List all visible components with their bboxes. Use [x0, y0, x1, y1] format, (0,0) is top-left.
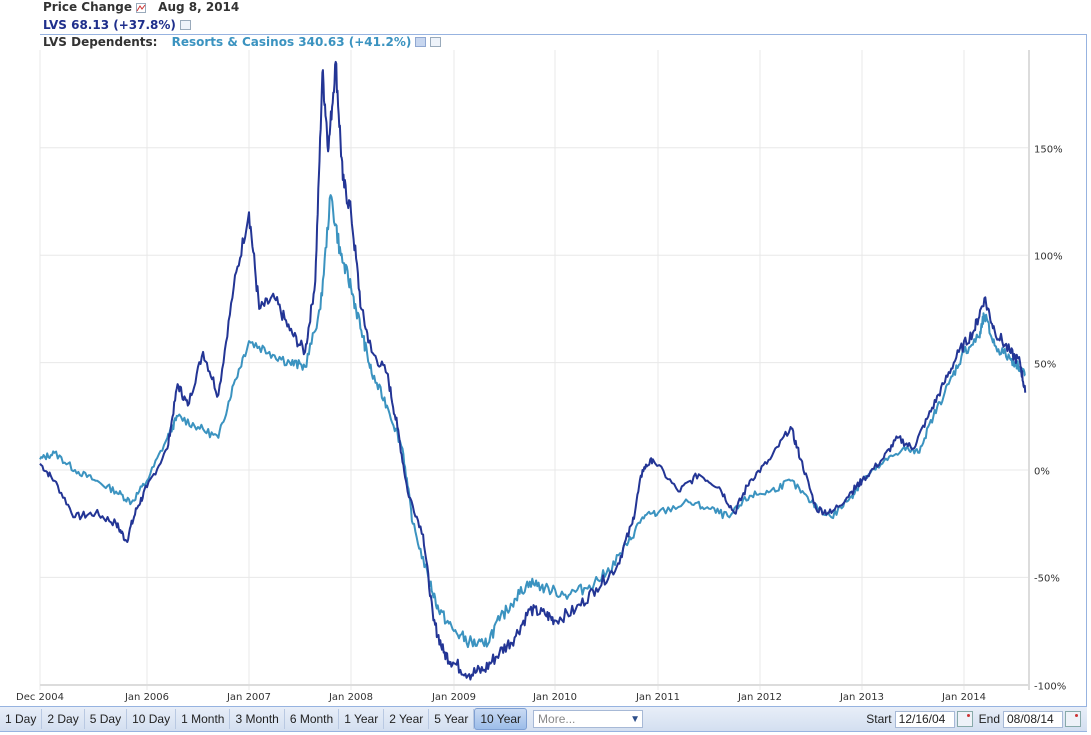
mini-chart-icon[interactable]: [430, 36, 442, 47]
chart-date: Aug 8, 2014: [158, 0, 240, 14]
remove-series-icon[interactable]: [415, 36, 427, 47]
range-button-1-day[interactable]: 1 Day: [0, 709, 43, 729]
y-tick-label: -50%: [1034, 573, 1060, 585]
header-divider: [40, 34, 1087, 35]
start-date-input[interactable]: 12/16/04: [894, 710, 955, 728]
chart-type-icon[interactable]: [135, 1, 146, 13]
end-label: End: [978, 712, 1000, 726]
y-tick-label: -100%: [1034, 681, 1067, 693]
y-tick-label: 150%: [1034, 144, 1063, 156]
range-button-2-year[interactable]: 2 Year: [384, 709, 430, 729]
range-buttons: 1 Day 2 Day 5 Day 10 Day 1 Month 3 Month 6 Mon…: [0, 708, 528, 730]
mini-chart-icon[interactable]: [179, 19, 191, 30]
range-button-10-day[interactable]: 10 Day: [127, 709, 177, 729]
y-tick-label: 50%: [1034, 359, 1057, 371]
x-tick-label: Jan 2014: [941, 692, 987, 703]
primary-series-label[interactable]: LVS 68.13 (+37.8%): [43, 18, 176, 32]
x-tick-label: Jan 2009: [431, 692, 477, 703]
x-tick-label: Jan 2008: [328, 692, 374, 703]
range-button-5-year[interactable]: 5 Year: [429, 709, 475, 729]
x-tick-label: Jan 2006: [124, 692, 170, 703]
range-button-5-day[interactable]: 5 Day: [85, 709, 128, 729]
dependents-legend: LVS Dependents: Resorts & Casinos 340.63…: [43, 35, 442, 49]
chart-title: Price Change: [43, 0, 132, 14]
calendar-icon[interactable]: [956, 711, 973, 727]
x-tick-label: Jan 2012: [737, 692, 783, 703]
dependent-series-label[interactable]: Resorts & Casinos 340.63 (+41.2%): [171, 35, 412, 49]
range-button-3-month[interactable]: 3 Month: [230, 709, 285, 729]
range-button-1-year[interactable]: 1 Year: [339, 709, 385, 729]
more-ranges-placeholder: More...: [538, 712, 576, 726]
series-line-resorts-casinos: [39, 194, 1026, 649]
range-toolbar: 1 Day 2 Day 5 Day 10 Day 1 Month 3 Month 6 Mon…: [0, 706, 1087, 732]
x-tick-label: Dec 2004: [16, 692, 64, 703]
range-button-6-month[interactable]: 6 Month: [285, 709, 340, 729]
x-tick-label: Jan 2011: [635, 692, 681, 703]
x-tick-label: Jan 2010: [532, 692, 578, 703]
primary-legend: LVS 68.13 (+37.8%): [43, 18, 191, 32]
chevron-down-icon[interactable]: ▼: [630, 713, 640, 725]
start-label: Start: [866, 712, 892, 726]
more-ranges-select[interactable]: More... ▼: [533, 710, 644, 728]
price-change-chart[interactable]: [0, 0, 1091, 706]
series-line-lvs: [39, 60, 1027, 681]
range-button-2-day[interactable]: 2 Day: [42, 709, 85, 729]
range-button-1-month[interactable]: 1 Month: [176, 709, 231, 729]
chart-title-row: Price Change Aug 8, 2014: [43, 0, 239, 14]
y-tick-label: 0%: [1034, 466, 1050, 478]
y-tick-label: 100%: [1034, 251, 1063, 263]
range-button-10-year[interactable]: 10 Year: [474, 708, 528, 730]
x-tick-label: Jan 2013: [839, 692, 885, 703]
chart-right-border: [1086, 34, 1087, 706]
calendar-icon[interactable]: [1065, 711, 1081, 727]
dependents-label: LVS Dependents:: [43, 35, 158, 49]
x-tick-label: Jan 2007: [226, 692, 272, 703]
end-date-input[interactable]: 08/08/14: [1003, 710, 1063, 728]
